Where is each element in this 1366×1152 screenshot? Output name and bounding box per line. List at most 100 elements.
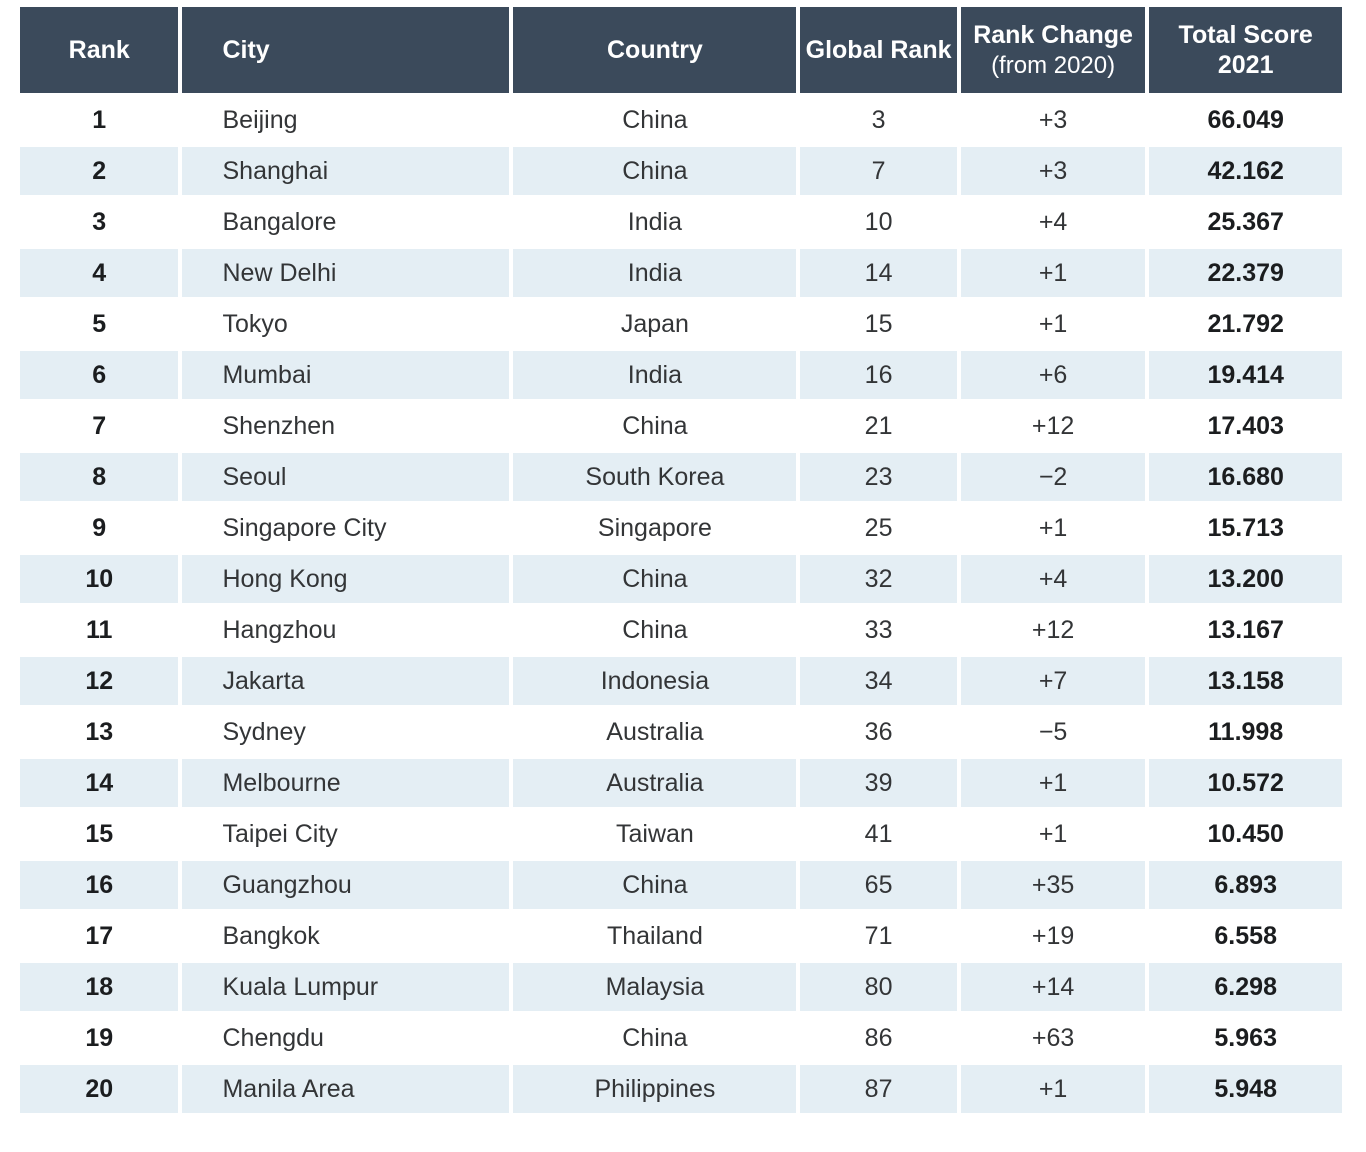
table-row: 20 Manila Area Philippines 87 +1 5.948	[20, 1065, 1342, 1113]
cell-rank_change: +1	[960, 249, 1146, 297]
cell-rank_change: +12	[960, 606, 1146, 654]
header-global-rank-label: Global Rank	[805, 35, 952, 64]
header-rank-change-sublabel: (from 2020)	[991, 51, 1116, 79]
cell-city: Manila Area	[182, 1065, 510, 1113]
cell-global_rank: 86	[800, 1014, 957, 1062]
table-row: 12 Jakarta Indonesia 34 +7 13.158	[20, 657, 1342, 705]
cell-total_score: 16.680	[1149, 453, 1342, 501]
cell-country: China	[513, 861, 797, 909]
cell-rank: 15	[20, 810, 179, 858]
cell-global_rank: 10	[800, 198, 957, 246]
table-body: 1 Beijing China 3 +3 66.049 2 Shanghai China 7 +3 4…	[20, 96, 1342, 1113]
table-row: 18 Kuala Lumpur Malaysia 80 +14 6.298	[20, 963, 1342, 1011]
cell-city: Sydney	[182, 708, 510, 756]
cell-rank_change: +14	[960, 963, 1146, 1011]
cell-rank: 7	[20, 402, 179, 450]
cell-country: China	[513, 555, 797, 603]
cell-rank_change: +1	[960, 300, 1146, 348]
cell-rank_change: +1	[960, 1065, 1146, 1113]
cell-country: India	[513, 351, 797, 399]
cell-city: Bangalore	[182, 198, 510, 246]
cell-rank: 11	[20, 606, 179, 654]
header-global-rank: Global Rank	[800, 7, 957, 93]
cell-rank_change: +12	[960, 402, 1146, 450]
cell-country: Thailand	[513, 912, 797, 960]
header-country: Country	[513, 7, 797, 93]
table-row: 10 Hong Kong China 32 +4 13.200	[20, 555, 1342, 603]
cell-country: China	[513, 147, 797, 195]
cell-country: Australia	[513, 708, 797, 756]
cell-total_score: 21.792	[1149, 300, 1342, 348]
cell-total_score: 42.162	[1149, 147, 1342, 195]
cell-city: Chengdu	[182, 1014, 510, 1062]
cell-country: China	[513, 606, 797, 654]
cell-global_rank: 33	[800, 606, 957, 654]
cell-rank: 4	[20, 249, 179, 297]
cell-rank_change: +19	[960, 912, 1146, 960]
cell-country: Japan	[513, 300, 797, 348]
cell-rank_change: +7	[960, 657, 1146, 705]
cell-rank: 2	[20, 147, 179, 195]
cell-rank_change: +4	[960, 198, 1146, 246]
cell-total_score: 6.298	[1149, 963, 1342, 1011]
table-row: 17 Bangkok Thailand 71 +19 6.558	[20, 912, 1342, 960]
cell-total_score: 17.403	[1149, 402, 1342, 450]
cell-city: Seoul	[182, 453, 510, 501]
cell-city: Taipei City	[182, 810, 510, 858]
cell-rank_change: +3	[960, 96, 1146, 144]
cell-total_score: 10.450	[1149, 810, 1342, 858]
cell-rank_change: −2	[960, 453, 1146, 501]
cell-global_rank: 7	[800, 147, 957, 195]
cell-global_rank: 65	[800, 861, 957, 909]
cell-country: Singapore	[513, 504, 797, 552]
table-row: 2 Shanghai China 7 +3 42.162	[20, 147, 1342, 195]
cell-city: Kuala Lumpur	[182, 963, 510, 1011]
cell-country: India	[513, 198, 797, 246]
table-row: 6 Mumbai India 16 +6 19.414	[20, 351, 1342, 399]
cell-rank_change: −5	[960, 708, 1146, 756]
table-row: 1 Beijing China 3 +3 66.049	[20, 96, 1342, 144]
cell-city: Singapore City	[182, 504, 510, 552]
cell-rank: 1	[20, 96, 179, 144]
table-row: 19 Chengdu China 86 +63 5.963	[20, 1014, 1342, 1062]
cell-rank: 18	[20, 963, 179, 1011]
table-row: 13 Sydney Australia 36 −5 11.998	[20, 708, 1342, 756]
cell-city: Beijing	[182, 96, 510, 144]
cell-total_score: 11.998	[1149, 708, 1342, 756]
cell-total_score: 10.572	[1149, 759, 1342, 807]
cell-total_score: 6.893	[1149, 861, 1342, 909]
header-total-score: Total Score 2021	[1149, 7, 1342, 93]
cell-total_score: 25.367	[1149, 198, 1342, 246]
cell-city: Jakarta	[182, 657, 510, 705]
cell-city: New Delhi	[182, 249, 510, 297]
cell-global_rank: 34	[800, 657, 957, 705]
cell-total_score: 19.414	[1149, 351, 1342, 399]
table-row: 7 Shenzhen China 21 +12 17.403	[20, 402, 1342, 450]
table-header: Rank City Country Global Rank Rank Chang…	[20, 7, 1342, 93]
city-ranking-table-container: Rank City Country Global Rank Rank Chang…	[16, 4, 1346, 1116]
header-city: City	[182, 7, 510, 93]
cell-city: Melbourne	[182, 759, 510, 807]
cell-global_rank: 87	[800, 1065, 957, 1113]
cell-total_score: 13.200	[1149, 555, 1342, 603]
header-total-score-label: Total Score 2021	[1178, 20, 1313, 80]
cell-total_score: 22.379	[1149, 249, 1342, 297]
cell-rank: 12	[20, 657, 179, 705]
cell-rank_change: +1	[960, 810, 1146, 858]
table-row: 5 Tokyo Japan 15 +1 21.792	[20, 300, 1342, 348]
cell-global_rank: 16	[800, 351, 957, 399]
cell-rank: 17	[20, 912, 179, 960]
cell-total_score: 66.049	[1149, 96, 1342, 144]
table-row: 3 Bangalore India 10 +4 25.367	[20, 198, 1342, 246]
cell-city: Shenzhen	[182, 402, 510, 450]
table-row: 9 Singapore City Singapore 25 +1 15.713	[20, 504, 1342, 552]
cell-rank: 20	[20, 1065, 179, 1113]
cell-total_score: 13.167	[1149, 606, 1342, 654]
cell-global_rank: 39	[800, 759, 957, 807]
cell-rank: 5	[20, 300, 179, 348]
table-row: 8 Seoul South Korea 23 −2 16.680	[20, 453, 1342, 501]
header-country-label: Country	[607, 35, 703, 64]
cell-total_score: 13.158	[1149, 657, 1342, 705]
cell-city: Bangkok	[182, 912, 510, 960]
cell-global_rank: 80	[800, 963, 957, 1011]
